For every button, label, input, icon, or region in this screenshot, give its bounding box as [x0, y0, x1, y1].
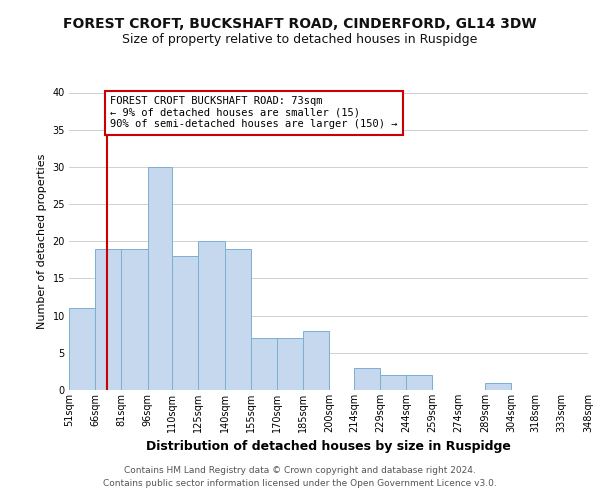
Bar	[95, 248, 121, 390]
Text: Contains HM Land Registry data © Crown copyright and database right 2024.
Contai: Contains HM Land Registry data © Crown c…	[103, 466, 497, 487]
Bar	[69, 308, 95, 390]
Text: FOREST CROFT BUCKSHAFT ROAD: 73sqm
← 9% of detached houses are smaller (15)
90% : FOREST CROFT BUCKSHAFT ROAD: 73sqm ← 9% …	[110, 96, 398, 130]
X-axis label: Distribution of detached houses by size in Ruspidge: Distribution of detached houses by size …	[146, 440, 511, 454]
Y-axis label: Number of detached properties: Number of detached properties	[37, 154, 47, 329]
Bar	[277, 338, 303, 390]
Bar	[406, 375, 433, 390]
Bar	[251, 338, 277, 390]
Bar	[121, 248, 148, 390]
Bar	[485, 382, 511, 390]
Text: FOREST CROFT, BUCKSHAFT ROAD, CINDERFORD, GL14 3DW: FOREST CROFT, BUCKSHAFT ROAD, CINDERFORD…	[63, 18, 537, 32]
Bar	[380, 375, 406, 390]
Bar	[354, 368, 380, 390]
Bar	[172, 256, 199, 390]
Bar	[148, 167, 172, 390]
Bar	[303, 330, 329, 390]
Text: Size of property relative to detached houses in Ruspidge: Size of property relative to detached ho…	[122, 32, 478, 46]
Bar	[224, 248, 251, 390]
Bar	[199, 242, 224, 390]
